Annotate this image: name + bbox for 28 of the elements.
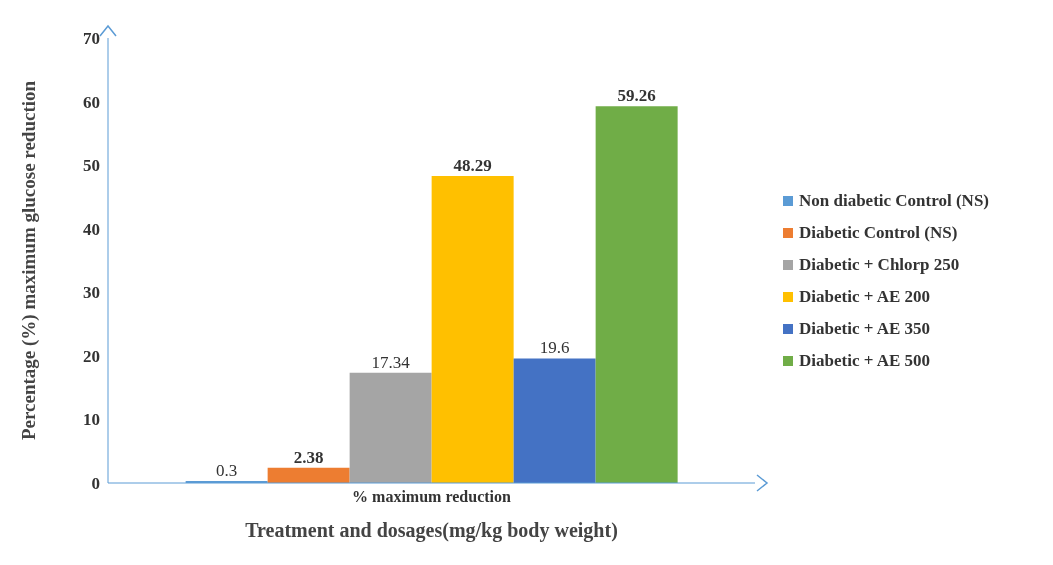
y-axis-title: Percentage (%) maximum glucose reduction: [17, 80, 40, 441]
y-tick-label: 40: [83, 219, 100, 239]
data-label: 2.38: [293, 447, 324, 467]
legend-label: Non diabetic Control (NS): [799, 189, 989, 212]
legend-label: Diabetic + AE 200: [799, 285, 931, 308]
y-tick-label: 0: [91, 474, 100, 494]
bar: [349, 372, 432, 483]
bar: [431, 176, 514, 483]
y-tick-label: 10: [83, 410, 100, 430]
data-label: 48.29: [453, 156, 492, 176]
legend-label: Diabetic Control (NS): [799, 221, 958, 244]
bar: [267, 467, 350, 483]
data-label: 59.26: [617, 86, 656, 106]
legend-label: Diabetic + Chlorp 250: [799, 253, 960, 276]
data-label: 19.6: [539, 338, 570, 358]
y-tick-label: 50: [83, 156, 100, 176]
legend-label: Diabetic + AE 500: [799, 349, 931, 372]
data-label: 17.34: [371, 352, 411, 372]
y-tick-label: 70: [83, 29, 100, 49]
bar: [513, 358, 596, 483]
y-tick-label: 20: [83, 346, 100, 366]
legend-label: Diabetic + AE 350: [799, 317, 931, 340]
x-tick-label: % maximum reduction: [352, 488, 512, 506]
y-tick-label: 30: [83, 283, 100, 303]
bar: [595, 106, 678, 483]
x-axis-title: Treatment and dosages(mg/kg body weight): [245, 519, 618, 543]
y-tick-label: 60: [83, 92, 100, 112]
data-label: 0.3: [216, 461, 238, 481]
